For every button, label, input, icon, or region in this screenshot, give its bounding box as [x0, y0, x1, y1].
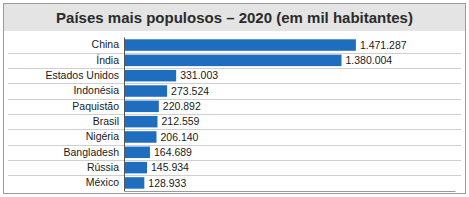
data-label: 206.140 [160, 131, 198, 143]
tick-label: China [92, 38, 120, 50]
bar [124, 85, 167, 96]
tick: China [92, 38, 120, 50]
tick: Índia [96, 54, 119, 66]
y-axis: China Índia Estados Unidos Indonésia Paquist… [45, 38, 124, 192]
data-label: 145.934 [151, 161, 189, 173]
bars [124, 39, 356, 188]
tick-label: Indonésia [73, 84, 119, 96]
bar [124, 116, 158, 127]
bar [124, 70, 176, 81]
tick-label: Nigéria [86, 130, 119, 142]
tick: Nigéria [86, 130, 119, 142]
row-separator [8, 160, 461, 161]
data-labels: 1.471.287 1.380.004 331.003 273.524 220.892 2… [148, 39, 406, 189]
panel-frame [4, 4, 466, 194]
data-label: 212.559 [162, 115, 200, 127]
tick-label: Brasil [93, 115, 119, 127]
data-label: 1.380.004 [346, 54, 393, 66]
title: Países mais populosos – 2020 (em mil hab… [56, 9, 413, 26]
data-label: 220.892 [163, 100, 201, 112]
chart: Países mais populosos – 2020 (em mil hab… [0, 0, 469, 197]
bar [124, 131, 156, 142]
tick-label: Paquistão [72, 100, 119, 112]
tick: Estados Unidos [45, 69, 119, 81]
bar [124, 147, 150, 158]
data-label: 164.689 [154, 146, 192, 158]
axis-line [124, 38, 125, 192]
tick-label: Índia [96, 54, 119, 66]
tick: México [86, 176, 119, 188]
tick-label: Rússia [87, 161, 119, 173]
tick: Rússia [87, 161, 119, 173]
tick: Indonésia [73, 84, 119, 96]
data-label: 331.003 [180, 69, 218, 81]
bar [124, 55, 342, 66]
row-separators [8, 54, 461, 176]
bar [124, 177, 144, 188]
bar [124, 162, 147, 173]
data-label: 128.933 [148, 177, 186, 189]
data-label: 273.524 [171, 85, 209, 97]
tick: Bangladesh [64, 146, 120, 158]
axis-line [125, 191, 456, 192]
tick: Paquistão [72, 100, 119, 112]
tick-label: México [86, 176, 119, 188]
row-separator [8, 53, 461, 54]
tick: Brasil [93, 115, 119, 127]
tick-label: Estados Unidos [45, 69, 119, 81]
data-label: 1.471.287 [360, 39, 407, 51]
row-separator [8, 175, 461, 176]
row-separator [8, 129, 461, 130]
bar [124, 101, 159, 112]
x-axis [125, 191, 456, 192]
bar [124, 39, 356, 50]
tick-label: Bangladesh [64, 146, 120, 158]
title-band [4, 4, 465, 31]
row-separator [8, 114, 461, 115]
